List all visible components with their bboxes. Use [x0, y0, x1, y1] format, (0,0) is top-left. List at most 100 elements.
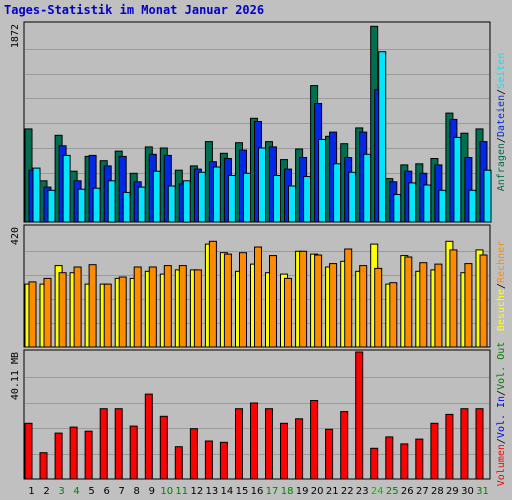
bar-seiten-day-31 [483, 169, 492, 223]
bar-rechner-day-6 [103, 283, 112, 348]
bar-volumen-day-13 [204, 440, 213, 480]
bar-rechner-day-15 [239, 252, 247, 348]
bar-rechner-day-23 [359, 265, 368, 348]
x-tick-label-day-14: 14 [221, 486, 234, 497]
bar-seiten-day-10 [167, 185, 176, 223]
x-tick-label-day-6: 6 [104, 486, 110, 497]
legend-entry: Vol. In [496, 396, 507, 438]
x-tick-label-day-22: 22 [341, 486, 354, 497]
x-tick-label-day-9: 9 [149, 486, 155, 497]
bar-volumen-day-9 [144, 393, 153, 480]
bar-rechner-day-4 [73, 266, 82, 348]
bar-seiten-day-18 [288, 185, 296, 223]
x-tick-label-day-23: 23 [356, 486, 369, 497]
x-tick-label-day-21: 21 [326, 486, 339, 497]
bar-seiten-day-13 [212, 166, 221, 223]
bar-rechner-day-30 [464, 263, 473, 348]
x-tick-label-day-30: 30 [461, 486, 474, 497]
bar-volumen-day-11 [174, 446, 183, 480]
bar-volumen-day-17 [265, 408, 273, 480]
bar-seiten-day-1 [32, 167, 41, 223]
bar-seiten-day-3 [62, 154, 71, 223]
x-tick-label-day-26: 26 [401, 486, 414, 497]
bar-rechner-day-31 [479, 254, 488, 348]
bar-seiten-day-19 [303, 176, 312, 223]
legend-top: Anfragen/Dateien/Seiten [496, 53, 507, 192]
x-tick-label-day-8: 8 [134, 486, 140, 497]
x-tick-label-day-28: 28 [431, 486, 444, 497]
bar-seiten-day-9 [152, 170, 161, 223]
bar-rechner-day-14 [223, 253, 232, 348]
bar-rechner-day-2 [43, 277, 52, 348]
x-tick-label-day-17: 17 [266, 486, 279, 497]
x-tick-label-day-27: 27 [416, 486, 429, 497]
x-tick-label-day-1: 1 [28, 486, 34, 497]
y-max-label: 40.11 MB [10, 352, 21, 400]
bar-seiten-day-8 [137, 186, 146, 223]
x-tick-label-day-3: 3 [58, 486, 64, 497]
bar-seiten-day-12 [197, 171, 206, 223]
x-tick-label-day-12: 12 [191, 486, 204, 497]
x-tick-label-day-19: 19 [296, 486, 309, 497]
legend-entry: / [496, 390, 507, 396]
x-tick-label-day-18: 18 [281, 486, 294, 497]
x-tick-label-day-5: 5 [88, 486, 94, 497]
legend-entry: / [496, 89, 507, 95]
bar-seiten-day-29 [453, 136, 462, 223]
chart-panel-top: 1872 Anfragen/Dateien/Seiten [10, 21, 507, 223]
legend-entry: / [496, 137, 507, 143]
x-tick-label-day-16: 16 [251, 486, 264, 497]
bar-seiten-day-7 [122, 191, 131, 223]
bar-volumen-day-6 [99, 408, 108, 480]
bar-rechner-day-13 [208, 240, 217, 348]
bar-rechner-day-17 [269, 255, 277, 348]
bar-rechner-day-9 [148, 266, 157, 348]
bar-rechner-day-29 [449, 249, 458, 348]
bar-volumen-day-29 [445, 413, 454, 480]
bar-volumen-day-31 [475, 408, 484, 480]
y-max-label: 1872 [10, 24, 21, 48]
bar-seiten-day-4 [77, 188, 86, 223]
legend-middle: Besuche/Rechner [496, 241, 507, 331]
bar-volumen-day-21 [325, 428, 334, 480]
x-tick-label-day-4: 4 [73, 486, 79, 497]
bar-seiten-day-16 [258, 147, 266, 223]
bar-seiten-day-5 [92, 187, 101, 223]
bar-volumen-day-20 [310, 400, 319, 480]
bar-seiten-day-25 [393, 194, 402, 223]
x-tick-label-day-11: 11 [175, 486, 188, 497]
legend-entry: Besuche [496, 289, 507, 331]
x-tick-label-day-15: 15 [236, 486, 249, 497]
legend-entry: Rechner [496, 241, 507, 283]
bar-rechner-day-1 [28, 281, 37, 348]
bar-volumen-day-7 [114, 408, 123, 480]
x-tick-label-day-2: 2 [43, 486, 49, 497]
bar-volumen-day-27 [415, 438, 424, 480]
legend-bottom: Volumen/Vol. In/Vol. Out [496, 342, 507, 487]
bar-volumen-day-26 [400, 443, 409, 480]
bar-volumen-day-10 [159, 415, 168, 480]
bar-volumen-day-22 [340, 411, 349, 480]
bar-seiten-day-21 [333, 163, 342, 223]
x-tick-label-day-25: 25 [386, 486, 399, 497]
bar-rechner-day-22 [344, 248, 353, 348]
bar-seiten-day-26 [408, 182, 417, 223]
legend-entry: Vol. Out [496, 342, 507, 390]
bar-rechner-day-19 [299, 250, 308, 348]
bar-volumen-day-8 [129, 425, 138, 480]
bar-seiten-day-24 [378, 51, 387, 223]
bar-rechner-day-20 [314, 254, 323, 348]
bar-rechner-day-7 [118, 276, 127, 348]
bar-rechner-day-25 [389, 282, 398, 348]
legend-entry: / [496, 283, 507, 289]
bar-seiten-day-11 [182, 180, 191, 223]
legend-entry: Seiten [496, 53, 507, 89]
bar-seiten-day-2 [47, 189, 56, 223]
bar-rechner-day-21 [329, 263, 338, 348]
bar-rechner-day-24 [374, 267, 383, 348]
legend-entry: Dateien [496, 95, 507, 137]
x-tick-label-day-7: 7 [119, 486, 125, 497]
bar-seiten-day-28 [438, 189, 447, 223]
bar-volumen-day-30 [460, 408, 469, 480]
bar-volumen-day-23 [355, 351, 364, 480]
